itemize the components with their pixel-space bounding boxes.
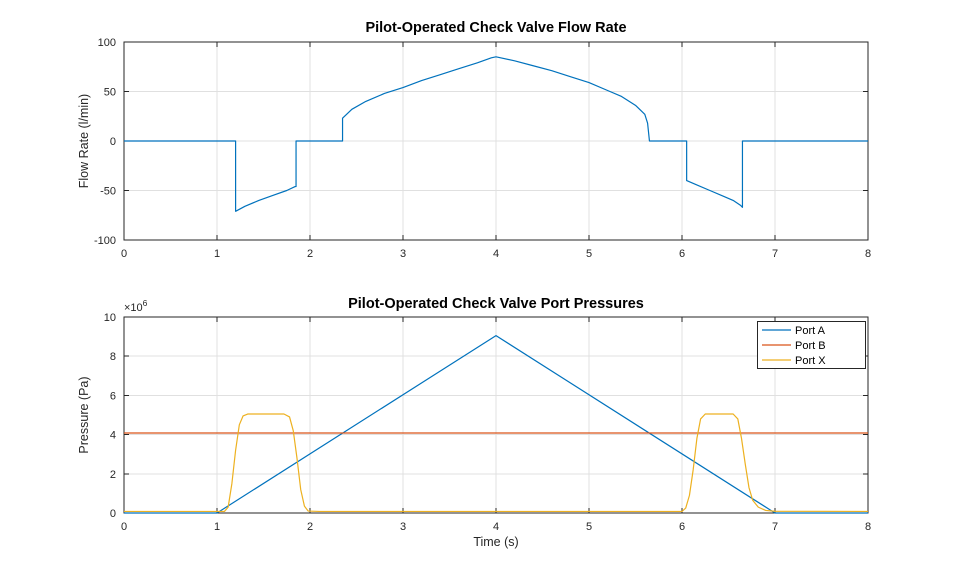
legend-label-port-a: Port A [795,325,826,337]
exponent-power: 6 [143,298,148,308]
y-axis-exponent-label: ×106 [124,298,148,314]
x-tick-label: 8 [865,248,871,260]
legend-label-port-x: Port X [795,355,826,367]
x-tick-label: 2 [307,248,313,260]
x-tick-label: 0 [121,521,127,533]
x-tick-label: 7 [772,521,778,533]
legend-entry-port-x: Port X [762,355,826,367]
legend: Port A Port B Port X [757,321,866,369]
x-tick-label: 5 [586,248,592,260]
y-tick-label: 4 [110,430,116,442]
legend-entry-port-b: Port B [762,340,826,352]
flow-rate-chart: 0 1 2 3 4 5 6 7 8 -100 -50 0 50 100 [94,37,871,260]
x-tick-label: 2 [307,521,313,533]
x-tick-label: 8 [865,521,871,533]
y-tick-label: 10 [104,312,116,324]
x-tick-label: 3 [400,248,406,260]
legend-entry-port-a: Port A [762,325,826,337]
x-tick-label: 0 [121,248,127,260]
pressure-chart-xlabel: Time (s) [473,535,518,549]
x-tick-label: 1 [214,521,220,533]
x-tick-label: 1 [214,248,220,260]
x-tick-label: 6 [679,521,685,533]
y-tick-label: 0 [110,136,116,148]
series-port-a [124,335,868,514]
x-tick-label: 4 [493,248,499,260]
y-tick-label: 0 [110,508,116,520]
pressure-chart-title: Pilot-Operated Check Valve Port Pressure… [348,296,644,312]
x-tick-label: 7 [772,248,778,260]
y-tick-label: 8 [110,351,116,363]
x-tick-label: 3 [400,521,406,533]
x-tick-label: 4 [493,521,499,533]
flow-chart-title: Pilot-Operated Check Valve Flow Rate [365,20,626,36]
series-port-x [124,413,869,513]
port-pressures-chart: 0 1 2 3 4 5 6 7 8 0 2 4 6 8 10 [104,312,871,533]
y-tick-label: 2 [110,469,116,481]
x-tick-label: 6 [679,248,685,260]
y-tick-label: -50 [100,186,116,198]
exponent-base: ×10 [124,302,143,314]
legend-label-port-b: Port B [795,340,826,352]
x-tick-label: 5 [586,521,592,533]
y-tick-label: 50 [104,87,116,99]
y-tick-label: 100 [98,37,116,49]
pressure-chart-ylabel: Pressure (Pa) [77,376,91,453]
y-tick-label: -100 [94,235,116,247]
flow-chart-ylabel: Flow Rate (l/min) [77,94,91,188]
y-tick-label: 6 [110,390,116,402]
series-flow-rate [124,56,868,212]
